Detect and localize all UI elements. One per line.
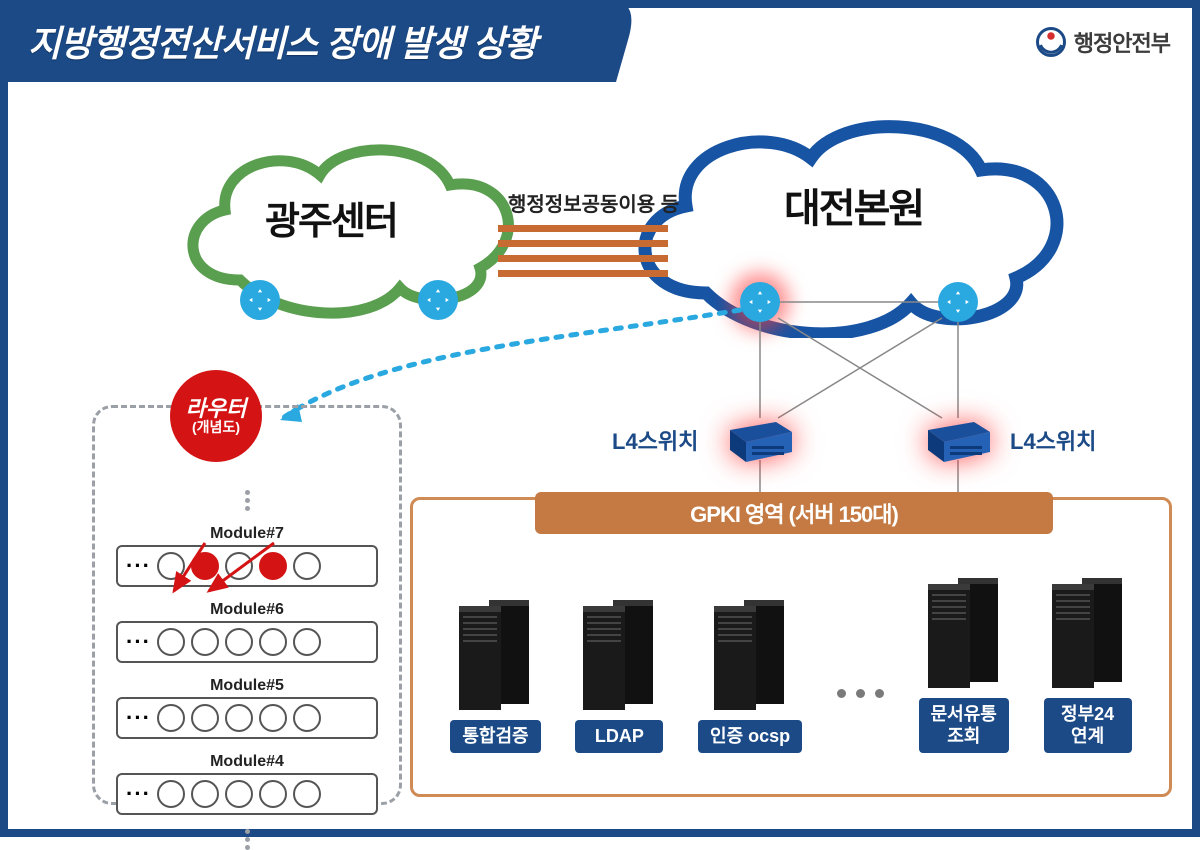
router-icon: [418, 280, 458, 320]
ministry-text: 행정안전부: [1074, 26, 1170, 58]
server-label: 정부24연계: [1044, 698, 1132, 753]
module-port: [293, 780, 321, 808]
l4-label-right: L4스위치: [1010, 424, 1096, 456]
module-port: [157, 552, 185, 580]
server-item: 인증 ocsp: [698, 592, 802, 754]
badge-line1: 라우터: [186, 397, 247, 420]
module: Module#4 ···: [116, 753, 378, 815]
module-port: [157, 704, 185, 732]
server-row: 통합검증 LDAP 인증 ocsp 문서유통조회 정부24연계: [413, 570, 1169, 753]
module-title: Module#4: [116, 753, 378, 771]
module-box: ···: [116, 773, 378, 815]
page-title: 지방행정전산서비스 장애 발생 상황: [0, 15, 537, 67]
ministry-logo: 행정안전부: [1036, 26, 1170, 58]
server-item: 정부24연계: [1044, 570, 1132, 753]
module-port: [293, 628, 321, 656]
server-item: 문서유통조회: [919, 570, 1009, 753]
server-label: 인증 ocsp: [698, 720, 802, 754]
server-label: LDAP: [575, 720, 663, 754]
router-concept-badge: 라우터 (개념도): [170, 370, 262, 462]
module-title: Module#7: [116, 525, 378, 543]
badge-line2: (개념도): [192, 420, 240, 435]
cloud-gwangju: 광주센터: [170, 130, 530, 320]
server-label: 문서유통조회: [919, 698, 1009, 753]
module-port: [157, 628, 185, 656]
cloud-daejeon: 대전본원: [616, 108, 1086, 338]
vdots: [245, 490, 250, 511]
vdots: [245, 829, 250, 850]
module-port: [293, 704, 321, 732]
module-port: [157, 780, 185, 808]
gpki-header: GPKI 영역 (서버 150대): [535, 492, 1053, 534]
module-port: [259, 780, 287, 808]
cloud-left-label: 광주센터: [265, 190, 397, 245]
module-stack: Module#7 ··· Module#6 ··· Module#5 ··· M…: [119, 490, 375, 850]
module-port: [225, 552, 253, 580]
module-port: [225, 628, 253, 656]
module-port: [259, 552, 287, 580]
router-icon: [938, 282, 978, 322]
module-port: [259, 704, 287, 732]
module-port: [293, 552, 321, 580]
module-port: [225, 780, 253, 808]
gpki-region: GPKI 영역 (서버 150대) 통합검증 LDAP 인증 ocsp 문서유통…: [410, 497, 1172, 797]
server-label: 통합검증: [450, 720, 540, 754]
server-ellipsis: [837, 633, 884, 753]
module-port: [191, 780, 219, 808]
router-icon-fault: [740, 282, 780, 322]
router-icon: [240, 280, 280, 320]
l4-switch-right: [924, 418, 994, 463]
module-port: [225, 704, 253, 732]
module: Module#6 ···: [116, 601, 378, 663]
l4-label-left: L4스위치: [612, 424, 698, 456]
module-box: ···: [116, 621, 378, 663]
module-title: Module#5: [116, 677, 378, 695]
module-port: [191, 552, 219, 580]
server-item: 통합검증: [450, 592, 540, 754]
trunk-lines: [498, 225, 668, 285]
module-port: [259, 628, 287, 656]
server-item: LDAP: [575, 592, 663, 754]
trunk-label: 행정정보공동이용 등: [508, 188, 679, 217]
ministry-icon: [1036, 27, 1066, 57]
title-banner: 지방행정전산서비스 장애 발생 상황: [0, 0, 537, 82]
module: Module#5 ···: [116, 677, 378, 739]
l4-switch-left: [726, 418, 796, 463]
module-title: Module#6: [116, 601, 378, 619]
module-box: ···: [116, 545, 378, 587]
module-port: [191, 628, 219, 656]
module: Module#7 ···: [116, 525, 378, 587]
module-port: [191, 704, 219, 732]
router-concept-box: Module#7 ··· Module#6 ··· Module#5 ··· M…: [92, 405, 402, 805]
cloud-right-label: 대전본원: [784, 176, 923, 234]
module-box: ···: [116, 697, 378, 739]
